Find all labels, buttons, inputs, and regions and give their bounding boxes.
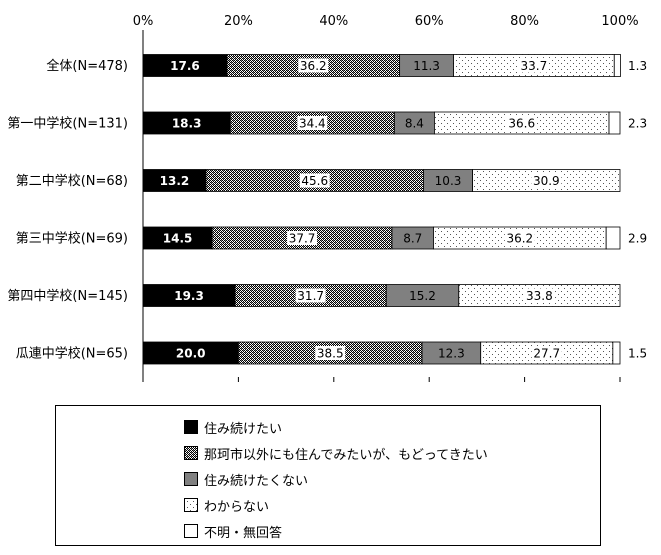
- category-label: 全体(N=478): [46, 58, 128, 74]
- data-label-backdrop: [504, 231, 535, 245]
- data-label-backdrop: [397, 231, 428, 245]
- data-label-backdrop: [297, 116, 328, 130]
- data-label: 36.6: [508, 117, 535, 131]
- legend-label: 那珂市以外にも住んでみたいが、もどってきたい: [204, 447, 488, 463]
- data-label: 36.2: [300, 59, 327, 73]
- data-label: 13.2: [160, 174, 190, 188]
- legend-label: 住み続けたい: [204, 421, 283, 437]
- data-label: 36.2: [506, 232, 533, 246]
- data-label: 38.5: [317, 347, 344, 361]
- data-label: 33.8: [526, 289, 553, 303]
- data-label-backdrop: [531, 173, 562, 188]
- legend-label: 住み続けたくない: [204, 473, 309, 489]
- legend-swatch-gray: [184, 472, 198, 486]
- bar-segment: [613, 54, 621, 77]
- legend-swatch-crosshatch: [184, 446, 198, 460]
- legend-item: 住み続けたい: [184, 418, 283, 437]
- data-label: 1.3: [628, 59, 647, 73]
- data-label-backdrop: [518, 58, 549, 73]
- data-label: 18.3: [172, 117, 202, 131]
- data-label: 27.7: [533, 347, 560, 361]
- data-label: 12.3: [438, 347, 465, 361]
- data-label: 20.0: [176, 347, 206, 361]
- legend-item: 不明・無回答: [184, 522, 283, 541]
- data-label: 31.7: [297, 289, 324, 303]
- data-label-backdrop: [433, 173, 464, 188]
- x-tick-label: 40%: [319, 14, 348, 29]
- category-label: 第一中学校(N=131): [7, 116, 128, 132]
- legend-label: 不明・無回答: [204, 525, 283, 541]
- data-label: 34.4: [299, 117, 326, 131]
- data-label-backdrop: [298, 58, 329, 73]
- data-label-backdrop: [399, 116, 430, 130]
- legend-swatch-white: [184, 524, 198, 538]
- data-label: 17.6: [170, 59, 200, 73]
- legend-swatch-dots: [184, 498, 198, 512]
- data-label: 30.9: [533, 174, 560, 188]
- data-label: 2.9: [628, 232, 647, 246]
- legend-item: わからない: [184, 496, 270, 515]
- legend: 住み続けたい 那珂市以外にも住んでみたいが、もどってきたい 住み続けたくない わ…: [55, 405, 601, 546]
- category-label: 第四中学校(N=145): [7, 288, 128, 304]
- x-tick-label: 100%: [601, 14, 638, 29]
- data-label-backdrop: [506, 116, 537, 130]
- data-label-backdrop: [315, 346, 346, 360]
- data-label: 19.3: [174, 289, 204, 303]
- data-label-backdrop: [407, 288, 438, 303]
- data-label: 15.2: [409, 289, 436, 303]
- stacked-bar-chart: 0% 20% 40% 60% 80% 100% 全体(N=478) 17.6 36.2 11.3 3…: [7, 14, 647, 382]
- legend-swatch-black: [184, 420, 198, 434]
- data-label: 1.5: [628, 347, 647, 361]
- data-label: 14.5: [163, 232, 193, 246]
- x-tick-label: 80%: [510, 14, 539, 29]
- data-label-backdrop: [295, 288, 326, 303]
- bar-segment: [605, 226, 621, 250]
- category-label: 第三中学校(N=69): [16, 231, 128, 247]
- data-label-backdrop: [299, 173, 330, 188]
- data-label: 33.7: [521, 59, 548, 73]
- category-label: 第二中学校(N=68): [16, 173, 128, 189]
- data-label: 37.7: [289, 232, 316, 246]
- category-label: 瓜連中学校(N=65): [16, 346, 128, 362]
- x-tick-label: 20%: [224, 14, 253, 29]
- data-label: 8.4: [405, 117, 424, 131]
- data-label: 11.3: [413, 59, 440, 73]
- data-label: 10.3: [435, 174, 462, 188]
- data-label-backdrop: [411, 58, 442, 73]
- data-label-backdrop: [436, 346, 467, 360]
- data-label: 45.6: [301, 174, 328, 188]
- bar-segment: [608, 111, 621, 135]
- legend-label: わからない: [204, 499, 270, 515]
- legend-item: 住み続けたくない: [184, 470, 309, 489]
- bar-segment: [612, 341, 621, 365]
- data-label-backdrop: [524, 288, 555, 303]
- data-label: 2.3: [628, 117, 647, 131]
- x-tick-label: 0%: [133, 14, 154, 29]
- data-label-backdrop: [531, 346, 562, 360]
- x-tick-label: 60%: [415, 14, 444, 29]
- legend-item: 那珂市以外にも住んでみたいが、もどってきたい: [184, 444, 488, 463]
- data-label-backdrop: [287, 231, 318, 245]
- data-label: 8.7: [403, 232, 422, 246]
